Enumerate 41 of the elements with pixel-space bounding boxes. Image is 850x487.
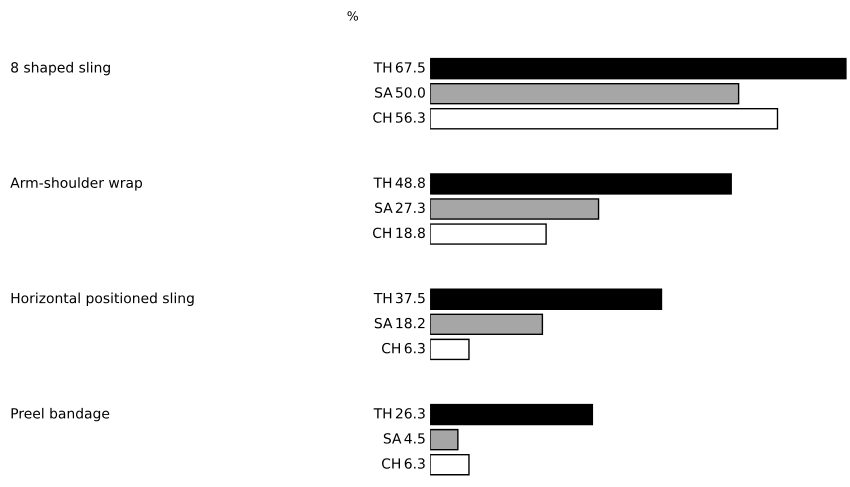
- data-label: 67.5: [396, 62, 425, 73]
- bar: [430, 58, 847, 80]
- text: CH: [372, 228, 391, 238]
- text: CH: [382, 342, 400, 354]
- text: SA: [374, 318, 392, 328]
- bar: [430, 288, 662, 310]
- text: CH: [373, 112, 392, 123]
- bar: [430, 454, 470, 476]
- text: SA: [375, 202, 393, 214]
- bar: [430, 404, 594, 426]
- bar: [430, 338, 470, 360]
- data-label: 18.8: [396, 228, 425, 238]
- bar: [430, 173, 732, 195]
- data-label: 26.3: [396, 408, 425, 419]
- text: TH: [374, 62, 392, 72]
- bar: [430, 108, 778, 130]
- text: TH: [374, 178, 392, 188]
- data-label: 56.3: [396, 112, 425, 123]
- data-label: 50.0: [396, 87, 425, 98]
- bar: [430, 223, 547, 245]
- data-label: 6.3: [404, 458, 425, 469]
- data-label: 6.3: [404, 342, 425, 354]
- text: %: [348, 11, 358, 21]
- bar: [430, 428, 459, 450]
- data-label: 18.2: [396, 318, 424, 328]
- bar: [430, 314, 544, 336]
- text: SA: [375, 87, 393, 98]
- text: TH: [374, 408, 392, 418]
- y-tick-label: Preel bandage: [12, 408, 110, 422]
- text: SA: [384, 433, 402, 444]
- text: TH: [374, 292, 392, 304]
- data-label: 27.3: [396, 202, 425, 214]
- data-label: 37.5: [396, 292, 425, 304]
- bar: [430, 82, 740, 104]
- data-label: 4.5: [404, 433, 425, 444]
- text: CH: [382, 458, 400, 469]
- y-tick-label: Arm-shoulder wrap: [10, 177, 142, 191]
- y-tick-label: Horizontal positioned sling: [12, 292, 194, 306]
- bar: [430, 198, 600, 220]
- data-label: 48.8: [396, 177, 425, 188]
- y-tick-label: 8 shaped sling: [11, 62, 110, 76]
